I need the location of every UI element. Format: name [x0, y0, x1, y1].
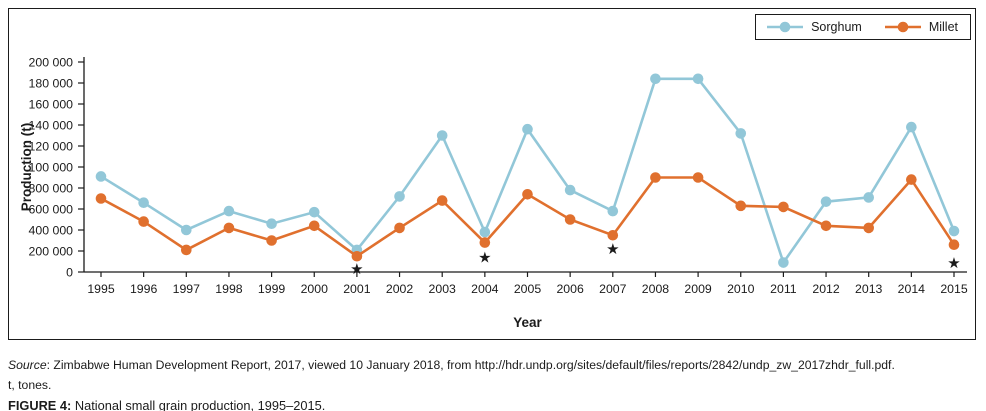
millet-data-point	[564, 214, 576, 225]
figure-caption: FIGURE 4: National small grain productio…	[8, 398, 978, 411]
x-axis-title: Year	[513, 315, 542, 330]
millet-data-point	[692, 172, 704, 183]
star-marker: ★	[350, 261, 363, 278]
y-tick-label: 400 000	[29, 223, 74, 237]
millet-data-point	[394, 222, 405, 234]
sorghum-data-point	[479, 226, 491, 238]
sorghum-data-point	[692, 73, 704, 85]
sorghum-data-point	[266, 218, 277, 229]
millet-data-point	[607, 229, 619, 241]
sorghum-data-point	[564, 184, 576, 196]
sorghum-data-point	[308, 206, 320, 218]
legend-item-sorghum: Sorghum	[766, 20, 862, 34]
star-marker: ★	[947, 255, 960, 272]
sorghum-line	[100, 77, 956, 266]
x-tick-label: 2002	[386, 282, 414, 296]
y-tick-label: 160 000	[29, 97, 74, 111]
sorghum-data-point	[906, 121, 917, 133]
millet-data-point	[479, 237, 491, 248]
x-tick-label: 2004	[471, 282, 499, 296]
sorghum-data-point	[138, 197, 149, 208]
millet-data-point	[778, 201, 789, 213]
x-tick-label: 1996	[130, 282, 158, 296]
x-tick-label: 1998	[215, 282, 243, 296]
millet-data-point	[308, 220, 320, 232]
x-tick-label: 2003	[429, 282, 457, 296]
millet-data-point	[863, 222, 874, 234]
x-tick-label: 1997	[173, 282, 201, 296]
y-tick-label: 180 000	[29, 76, 74, 90]
millet-data-point	[95, 193, 107, 204]
sorghum-data-point	[820, 196, 832, 207]
legend-label-sorghum: Sorghum	[811, 20, 862, 34]
x-tick-label: 2006	[556, 282, 584, 296]
sorghum-data-point	[436, 130, 448, 141]
x-tick-label: 2011	[770, 282, 797, 296]
sorghum-data-point	[607, 205, 619, 217]
millet-data-point	[138, 216, 149, 227]
legend-label-millet: Millet	[928, 20, 958, 34]
x-tick-label: 2001	[343, 282, 371, 296]
figure-caption-title: National small grain production, 1995–20…	[74, 397, 326, 411]
millet-data-point	[351, 250, 363, 262]
chart-panel: 0 200 000 400 000 600 000 800 000 100 000 120 …	[8, 8, 976, 340]
legend-item-millet: Millet	[884, 20, 958, 34]
sorghum-data-point	[394, 191, 405, 202]
x-tick-label: 2010	[727, 282, 755, 296]
x-tick-label: 2007	[599, 282, 627, 296]
unit-note: t, tones.	[8, 378, 52, 393]
sorghum-data-point	[181, 224, 192, 236]
sorghum-data-point	[223, 205, 235, 217]
y-tick-label: 800 000	[29, 181, 74, 195]
millet-data-point	[735, 200, 747, 212]
sorghum-data-point	[650, 73, 661, 85]
sorghum-data-point	[778, 257, 789, 268]
sorghum-legend-marker-icon	[767, 21, 804, 33]
x-tick-label: 1999	[258, 282, 286, 296]
y-tick-label: 100 000	[29, 160, 74, 174]
sorghum-data-point	[95, 171, 107, 182]
millet-data-point	[820, 220, 832, 232]
millet-data-point	[223, 222, 235, 234]
y-axis-title: Production (t)	[19, 123, 34, 211]
source-label: Source	[8, 358, 47, 373]
y-tick-label: 0	[66, 265, 73, 279]
sorghum-data-point	[735, 128, 747, 139]
millet-data-point	[266, 235, 277, 246]
y-tick-label: 120 000	[29, 139, 74, 153]
x-tick-label: 2012	[812, 282, 840, 296]
millet-legend-marker-icon	[884, 21, 921, 33]
star-marker: ★	[606, 241, 619, 258]
x-tick-label: 2013	[855, 282, 883, 296]
sorghum-data-point	[948, 225, 960, 237]
millet-data-point	[948, 239, 960, 250]
x-tick-label: 2008	[642, 282, 670, 296]
legend: Sorghum Millet	[755, 14, 971, 40]
x-tick-label: 2014	[898, 282, 926, 296]
sorghum-data-point	[863, 192, 874, 203]
figure-caption-label: FIGURE 4:	[8, 397, 72, 411]
millet-data-point	[181, 244, 192, 256]
millet-data-point	[436, 195, 448, 206]
x-tick-label: 2015	[940, 282, 968, 296]
y-tick-label: 140 000	[29, 118, 74, 132]
millet-data-point	[906, 174, 917, 185]
x-tick-label: 2005	[514, 282, 542, 296]
sorghum-data-point	[522, 123, 533, 135]
y-tick-label: 200 000	[29, 55, 74, 69]
star-marker: ★	[478, 250, 491, 267]
x-tick-label: 1995	[87, 282, 115, 296]
millet-data-point	[522, 189, 533, 200]
source-line: Source: Zimbabwe Human Development Repor…	[8, 358, 978, 373]
y-tick-label: 600 000	[29, 202, 74, 216]
x-tick-label: 2009	[684, 282, 712, 296]
y-tick-label: 200 000	[29, 244, 74, 258]
millet-data-point	[650, 172, 661, 183]
production-chart: 0 200 000 400 000 600 000 800 000 100 000 120 …	[19, 55, 968, 330]
x-tick-label: 2000	[301, 282, 329, 296]
source-text: : Zimbabwe Human Development Report, 201…	[46, 358, 895, 373]
